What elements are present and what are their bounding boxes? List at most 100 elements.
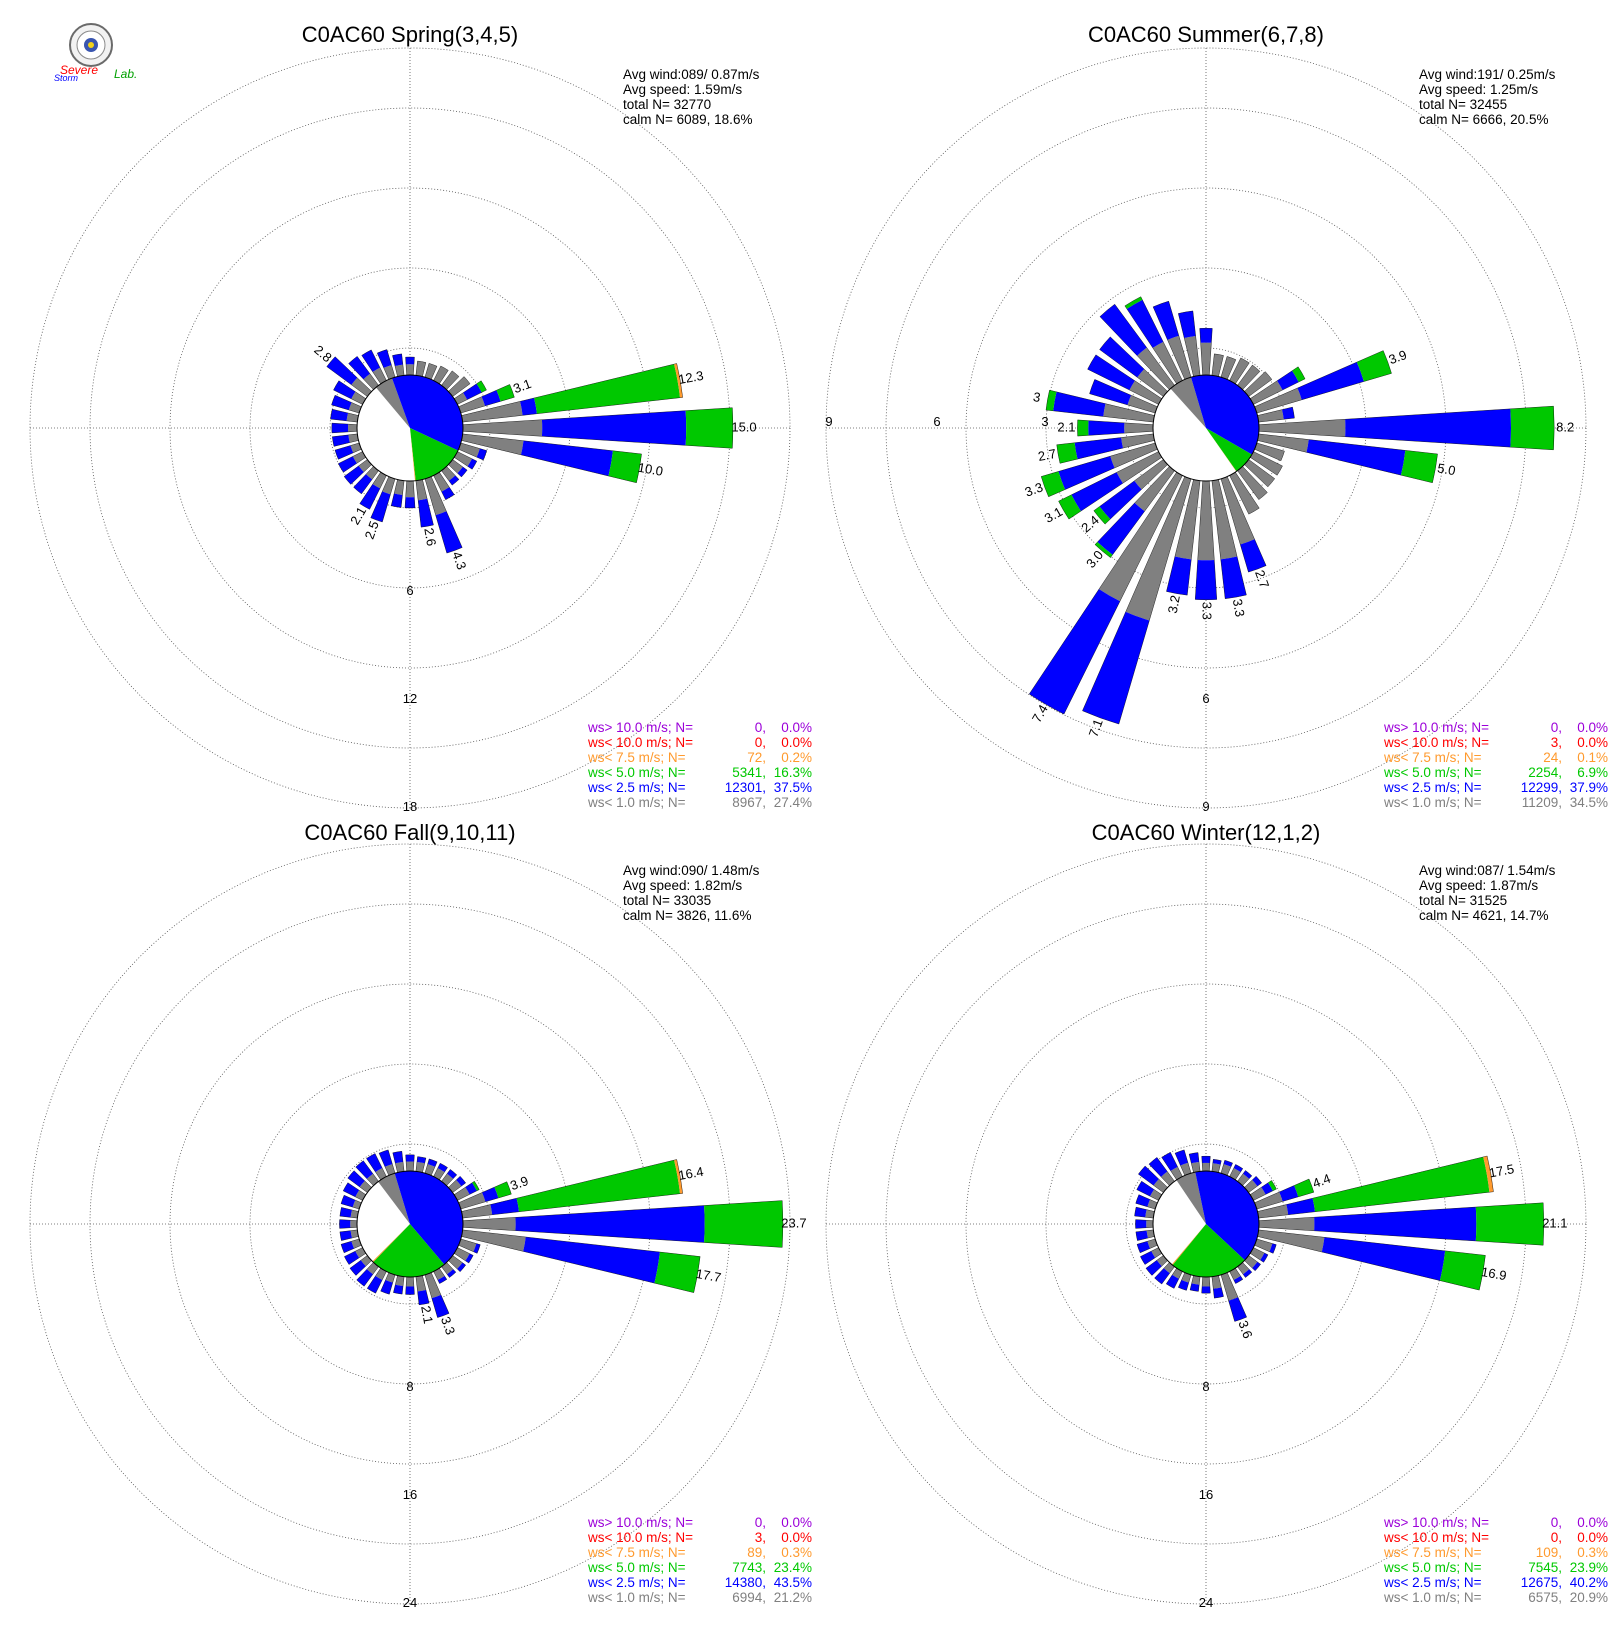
- wind-bar-segment: [441, 370, 459, 390]
- wind-bar-segment: [355, 1247, 366, 1258]
- wind-bar-segment: [350, 1229, 359, 1239]
- wind-bar-segment: [1097, 502, 1145, 555]
- wind-bar-segment: [458, 396, 486, 414]
- wind-bar-segment: [1195, 559, 1217, 600]
- wind-bar-segment: [1137, 1241, 1151, 1253]
- wind-bar-segment: [674, 1159, 683, 1194]
- wind-bar-segment: [353, 474, 373, 494]
- wind-bar-segment: [448, 1255, 463, 1269]
- chart-title: C0AC60 Fall(9,10,11): [304, 820, 515, 845]
- wind-bar-segment: [1220, 356, 1236, 380]
- ring-scale-label: 8: [1202, 1379, 1209, 1394]
- legend-count: 0,: [1551, 720, 1562, 735]
- total-count-readout: total N= 32770: [623, 97, 711, 112]
- wind-bar-segment: [1088, 420, 1125, 436]
- wind-bar-segment: [465, 1253, 474, 1264]
- wind-bar-label: 16.9: [1480, 1264, 1508, 1283]
- wind-bar-segment: [1099, 304, 1147, 356]
- logo-text-top: Severe: [60, 63, 98, 77]
- wind-bar-segment: [385, 1272, 396, 1283]
- legend-percent: 16.3%: [774, 765, 812, 780]
- wind-bar-segment: [1178, 1279, 1189, 1291]
- wind-bar-segment: [348, 433, 359, 443]
- wind-bar-segment: [404, 497, 416, 508]
- wind-bar-segment: [1212, 1159, 1222, 1165]
- legend-percent: 0.3%: [781, 1545, 812, 1560]
- wind-bar-segment: [1094, 541, 1113, 558]
- wind-bar-segment: [1147, 1199, 1158, 1210]
- calm-pie-slice: [1195, 1171, 1260, 1261]
- wind-bar-segment: [456, 1176, 466, 1187]
- wind-bar-segment: [1237, 466, 1268, 500]
- legend-count: 7545,: [1528, 1560, 1562, 1575]
- legend-label: ws> 10.0 m/s; N=: [1383, 720, 1489, 735]
- legend-count: 72,: [747, 750, 766, 765]
- wind-bar-label: 23.7: [781, 1215, 806, 1230]
- legend-count: 14380,: [725, 1575, 766, 1590]
- avg-speed-readout: Avg speed: 1.87m/s: [1419, 878, 1538, 893]
- wind-bar-segment: [523, 1236, 660, 1284]
- legend-percent: 43.5%: [774, 1575, 812, 1590]
- wind-bar-label: 21.1: [1542, 1215, 1567, 1230]
- wind-bar-segment: [1510, 406, 1555, 450]
- wind-bar-segment: [1211, 353, 1224, 377]
- avg-speed-readout: Avg speed: 1.25m/s: [1419, 82, 1538, 97]
- wind-bar-segment: [392, 353, 403, 366]
- wind-bar-segment: [1145, 1209, 1155, 1219]
- legend-label: ws< 7.5 m/s; N=: [587, 1545, 686, 1560]
- legend-count: 0,: [755, 735, 766, 750]
- wind-bar-segment: [1110, 442, 1158, 468]
- legend-count: 5341,: [732, 765, 766, 780]
- wind-bar-segment: [1099, 480, 1142, 520]
- legend-percent: 0.3%: [1577, 1545, 1608, 1560]
- calm-pie-slice: [392, 375, 463, 451]
- wind-bar-segment: [351, 391, 366, 405]
- legend-label: ws< 1.0 m/s; N=: [587, 1590, 686, 1605]
- legend-percent: 0.0%: [1577, 1530, 1608, 1545]
- wind-bar-segment: [1180, 1162, 1192, 1176]
- wind-bar-segment: [334, 445, 354, 460]
- wind-bar-segment: [448, 376, 471, 397]
- wind-bar-segment: [424, 1272, 441, 1299]
- wind-bar-segment: [1191, 1161, 1201, 1173]
- wind-bar-segment: [1145, 1260, 1162, 1276]
- wind-bar-segment: [347, 1170, 365, 1187]
- chart-title: C0AC60 Summer(6,7,8): [1088, 22, 1324, 47]
- legend-label: ws< 10.0 m/s; N=: [587, 735, 693, 750]
- wind-bar-segment: [1184, 335, 1201, 377]
- wind-bar-segment: [1345, 408, 1512, 448]
- wind-bar-segment: [654, 1252, 701, 1293]
- wind-bar-segment: [1126, 299, 1164, 348]
- wind-bar-segment: [395, 1275, 405, 1287]
- wind-bar-segment: [1137, 369, 1168, 397]
- wind-bar-segment: [326, 356, 358, 385]
- legend-percent: 34.5%: [1570, 795, 1608, 810]
- wind-bar-label: 2.6: [421, 527, 439, 547]
- total-count-readout: total N= 32455: [1419, 97, 1507, 112]
- wind-bar-segment: [1134, 1207, 1147, 1218]
- wind-bar-segment: [1129, 380, 1162, 405]
- wind-bar-segment: [1093, 506, 1111, 525]
- wind-rose-panel: 3693693.98.25.02.73.33.33.27.17.43.02.43…: [825, 22, 1608, 814]
- legend-label: ws< 10.0 m/s; N=: [1383, 1530, 1489, 1545]
- wind-bar-segment: [344, 1251, 360, 1265]
- wind-bar-segment: [1147, 1238, 1158, 1249]
- calm-pie-slice: [1170, 377, 1206, 428]
- wind-bar-segment: [1087, 354, 1135, 391]
- legend-label: ws> 10.0 m/s; N=: [1383, 1515, 1489, 1530]
- wind-bar-segment: [333, 380, 356, 399]
- wind-bar-segment: [1306, 439, 1406, 476]
- wind-bar-segment: [457, 466, 468, 477]
- legend-count: 6575,: [1528, 1590, 1562, 1605]
- legend-percent: 23.4%: [774, 1560, 812, 1575]
- wind-bar-segment: [1074, 437, 1123, 460]
- calm-pie-slice: [1206, 428, 1252, 472]
- legend-label: ws< 1.0 m/s; N=: [1383, 795, 1482, 810]
- wind-bar-label: 10.0: [637, 460, 665, 479]
- wind-bar-segment: [383, 365, 396, 380]
- wind-bar-segment: [1220, 1164, 1232, 1176]
- legend-percent: 27.4%: [774, 795, 812, 810]
- wind-bar-segment: [1297, 362, 1364, 400]
- wind-bar-segment: [391, 493, 403, 508]
- wind-bar-label: 2.1: [1057, 419, 1075, 434]
